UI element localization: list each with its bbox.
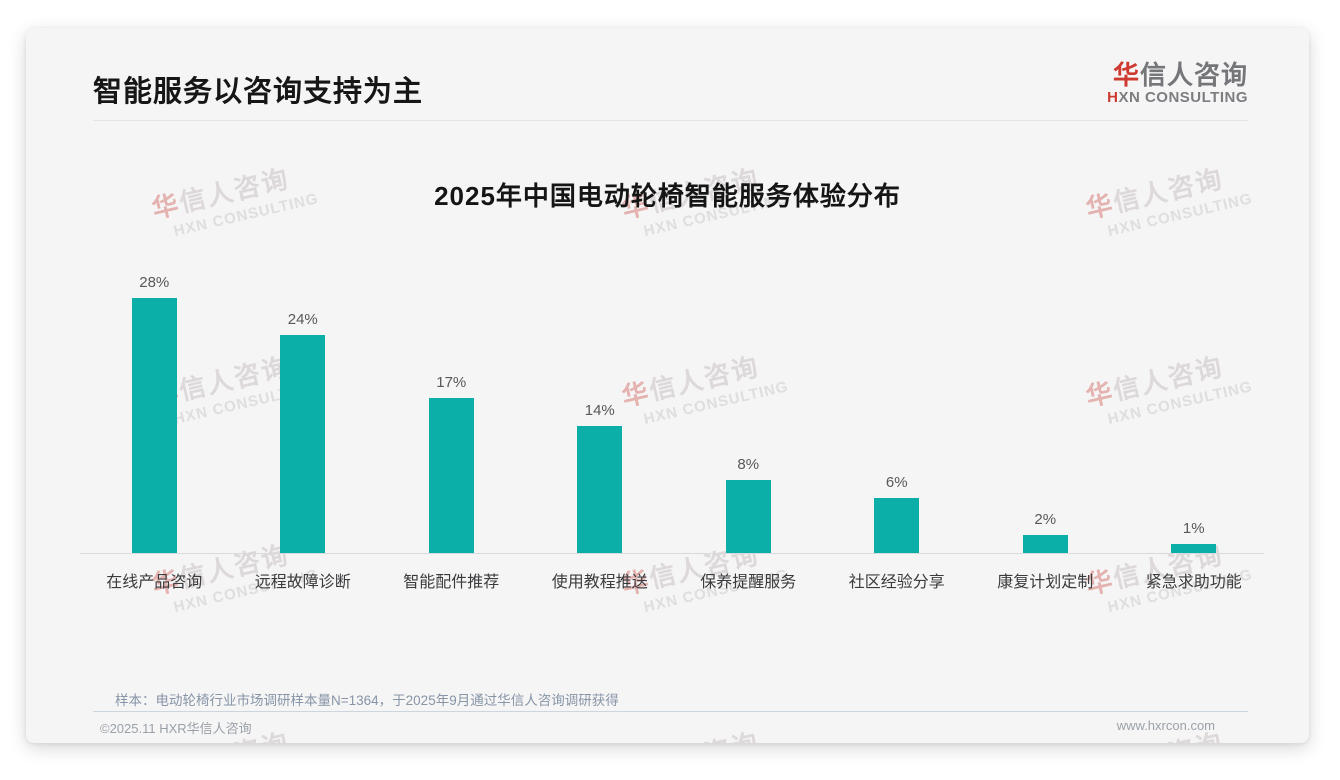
footer-divider <box>93 711 1248 712</box>
x-axis-line <box>80 553 1264 554</box>
report-slide-card: 华信人咨询 HXN CONSULTING 华信人咨询 HXN CONSULTING 华信… <box>26 28 1309 743</box>
bar-column: 2% <box>971 260 1120 553</box>
logo-zh-rest: 信人咨询 <box>1139 60 1248 90</box>
bar-column: 1% <box>1120 260 1269 553</box>
slide-content: 智能服务以咨询支持为主 华信人咨询 HXN CONSULTING 2025年中国… <box>26 28 1309 743</box>
category-label: 社区经验分享 <box>848 574 945 591</box>
sample-footnote: 样本：电动轮椅行业市场调研样本量N=1364，于2025年9月通过华信人咨询调研… <box>115 693 619 708</box>
chart-title: 2025年中国电动轮椅智能服务体验分布 <box>434 181 901 211</box>
logo-zh-accent: 华 <box>1112 60 1140 90</box>
bar-column: 8% <box>674 260 823 553</box>
chart-plot: 28% 24% 17% 14% 8% 6% 2% 1% <box>80 260 1268 553</box>
bar <box>1171 543 1217 553</box>
bar-value-label: 14% <box>584 401 615 419</box>
logo-zh-line: 华信人咨询 <box>1107 61 1248 90</box>
bar <box>874 498 920 553</box>
header-divider <box>93 120 1248 121</box>
bar-column: 24% <box>229 260 378 553</box>
logo-en-line: HXN CONSULTING <box>1107 88 1248 107</box>
category-label: 远程故障诊断 <box>254 574 351 591</box>
bar-value-label: 8% <box>737 456 760 474</box>
logo-en-rest: XN CONSULTING <box>1118 88 1248 106</box>
bar-value-label: 28% <box>139 274 170 292</box>
bar <box>280 334 326 553</box>
bar-value-label: 2% <box>1034 510 1057 528</box>
bar-column: 28% <box>80 260 229 553</box>
category-label: 康复计划定制 <box>997 574 1094 591</box>
bar-value-label: 24% <box>287 310 318 328</box>
company-logo: 华信人咨询 HXN CONSULTING <box>1107 61 1248 106</box>
bar <box>725 480 771 553</box>
page-title: 智能服务以咨询支持为主 <box>93 76 424 108</box>
bar-value-label: 1% <box>1182 519 1205 537</box>
logo-en-accent: H <box>1107 88 1119 106</box>
bar <box>577 425 623 553</box>
copyright-text: ©2025.11 HXR华信人咨询 <box>100 721 252 736</box>
website-url: www.hxrcon.com <box>1116 718 1215 733</box>
category-label: 保养提醒服务 <box>700 574 797 591</box>
category-label: 紧急求助功能 <box>1145 574 1242 591</box>
bar-column: 17% <box>377 260 526 553</box>
bar-value-label: 6% <box>885 474 908 492</box>
bar-value-label: 17% <box>436 374 467 392</box>
bar <box>1022 534 1068 553</box>
bar-column: 14% <box>526 260 675 553</box>
category-label: 智能配件推荐 <box>403 574 500 591</box>
chart-category-row: 在线产品咨询 远程故障诊断 智能配件推荐 使用教程推送 保养提醒服务 社区经验分享 康复计划… <box>80 568 1268 592</box>
category-label: 在线产品咨询 <box>106 574 203 591</box>
bar-column: 6% <box>823 260 972 553</box>
bar <box>131 298 177 553</box>
bar <box>428 398 474 553</box>
category-label: 使用教程推送 <box>551 574 648 591</box>
